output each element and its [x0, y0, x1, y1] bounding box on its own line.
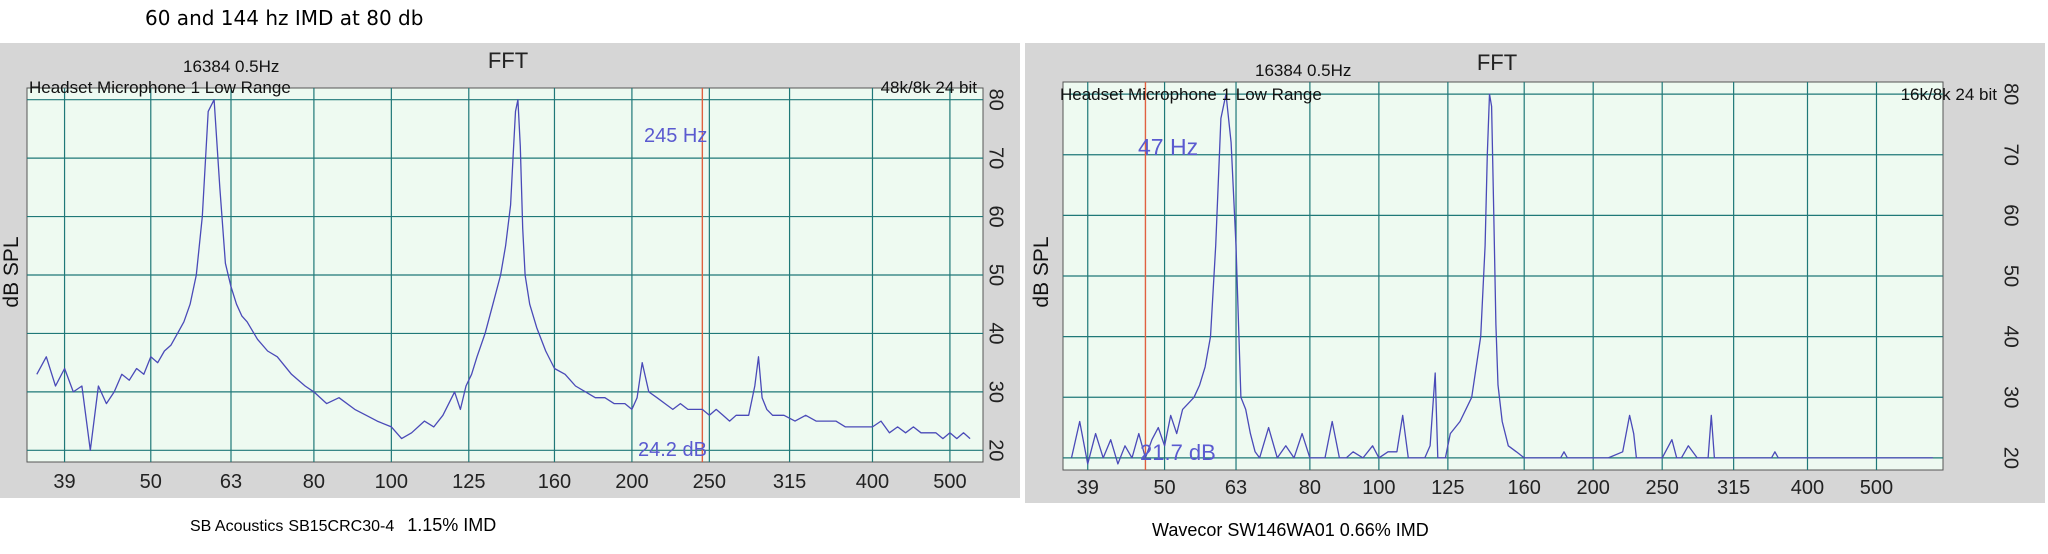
y-tick-label: 80: [985, 89, 1007, 111]
fft-trace: [1070, 93, 1933, 465]
x-tick-label: 315: [773, 471, 806, 493]
x-tick-label: 63: [1225, 477, 1247, 499]
y-tick-label: 40: [2000, 326, 2022, 348]
x-tick-label: 500: [1860, 477, 1893, 499]
fft-chart-2: 39 50 63 80 100 125 160 200 250 315 400 500 20 30 40 50…: [1025, 43, 2045, 503]
x-tick-label: 160: [538, 471, 571, 493]
fft-trace: [36, 99, 971, 451]
x-tick-label: 50: [1153, 477, 1175, 499]
x-tick-label: 80: [1299, 477, 1321, 499]
chart-subtitle: Headset Microphone 1 Low Range: [29, 78, 291, 97]
x-tick-label: 200: [1577, 477, 1610, 499]
y-tick-label: 30: [985, 381, 1007, 403]
y-axis-label: dB SPL: [1030, 236, 1053, 307]
y-tick-label: 50: [2000, 265, 2022, 287]
x-tick-label: 39: [1077, 477, 1099, 499]
marker-level-label: 24.2 dB: [638, 439, 707, 461]
y-tick-label: 60: [2000, 204, 2022, 226]
x-tick-label: 315: [1717, 477, 1750, 499]
x-tick-label: 100: [1362, 477, 1395, 499]
x-tick-label: 250: [693, 471, 726, 493]
x-tick-label: 125: [452, 471, 485, 493]
caption-left-model: SB15CRC30-4: [288, 518, 395, 535]
sample-rate-label: 16k/8k 24 bit: [1901, 85, 1998, 104]
x-tick-label: 160: [1508, 477, 1541, 499]
x-tick-label: 39: [53, 471, 75, 493]
x-tick-label: 125: [1431, 477, 1464, 499]
caption-left: SB Acoustics SB15CRC30-4 1.15% IMD: [190, 515, 496, 536]
caption-left-brand: SB Acoustics: [190, 518, 284, 535]
marker-frequency-label: 47 Hz: [1138, 134, 1198, 160]
x-tick-label: 200: [615, 471, 648, 493]
y-axis-label: dB SPL: [0, 236, 23, 307]
y-tick-label: 30: [2000, 386, 2022, 408]
y-tick-label: 80: [2000, 83, 2022, 105]
fft-settings-label: 16384 0.5Hz: [1255, 61, 1351, 80]
y-tick-label: 20: [985, 439, 1007, 461]
x-tick-label: 80: [303, 471, 325, 493]
x-tick-label: 100: [375, 471, 408, 493]
chart-title: FFT: [488, 48, 528, 73]
y-tick-label: 40: [985, 322, 1007, 344]
x-tick-label: 400: [1791, 477, 1824, 499]
y-tick-label: 70: [2000, 144, 2022, 166]
fft-settings-label: 16384 0.5Hz: [183, 57, 279, 76]
fft-chart-1: 39 50 63 80 100 125 160 200 250 315 400 500 20 30 40 50…: [0, 43, 1020, 498]
x-tick-label: 250: [1645, 477, 1678, 499]
y-tick-label: 60: [985, 205, 1007, 227]
caption-left-imd: 1.15% IMD: [407, 515, 497, 535]
x-tick-label: 500: [933, 471, 966, 493]
chart-title: FFT: [1477, 50, 1517, 75]
chart-subtitle: Headset Microphone 1 Low Range: [1060, 85, 1322, 104]
y-tick-label: 70: [985, 147, 1007, 169]
marker-level-label: 21.7 dB: [1140, 440, 1216, 465]
marker-frequency-label: 245 Hz: [644, 125, 707, 147]
y-tick-label: 50: [985, 264, 1007, 286]
x-tick-label: 63: [220, 471, 242, 493]
x-tick-label: 50: [140, 471, 162, 493]
y-tick-label: 20: [2000, 447, 2022, 469]
sample-rate-label: 48k/8k 24 bit: [881, 78, 978, 97]
x-tick-label: 400: [856, 471, 889, 493]
caption-right: Wavecor SW146WA01 0.66% IMD: [1152, 520, 1429, 540]
page-title: 60 and 144 hz IMD at 80 db: [145, 6, 424, 30]
